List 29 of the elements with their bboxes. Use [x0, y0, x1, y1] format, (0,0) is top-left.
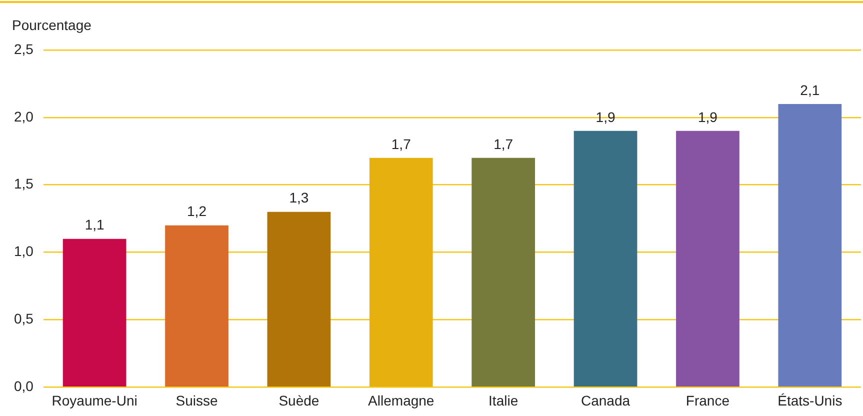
x-tick-label: Royaume-Uni [52, 392, 138, 408]
data-label: 1,7 [494, 136, 514, 152]
x-tick-label: Suisse [176, 392, 218, 408]
bar [267, 212, 331, 387]
data-label: 2,1 [800, 82, 820, 98]
data-label: 1,1 [84, 216, 104, 233]
bar [778, 104, 842, 387]
y-tick-label: 0,5 [14, 310, 34, 327]
y-tick-label: 0,0 [14, 378, 34, 394]
x-tick-label: Suède [278, 392, 320, 408]
x-tick-label: France [686, 392, 730, 408]
bar [472, 158, 536, 387]
bar [62, 238, 126, 387]
y-tick-label: 2,5 [14, 40, 34, 57]
x-tick-label: Allemagne [368, 392, 434, 408]
y-tick-label: 1,0 [14, 243, 34, 260]
y-axis-title: Pourcentage [12, 17, 92, 33]
x-tick-label: Italie [488, 392, 518, 408]
data-label: 1,2 [187, 203, 207, 220]
data-label: 1,7 [391, 136, 412, 152]
bar [165, 225, 228, 387]
bar [574, 130, 638, 387]
y-tick-label: 1,5 [14, 176, 34, 192]
data-label: 1,3 [289, 190, 309, 206]
x-tick-label: Canada [580, 392, 630, 408]
bar [369, 158, 433, 387]
bar [676, 130, 740, 387]
y-tick-label: 2,0 [14, 108, 34, 124]
x-tick-label: États-Unis [778, 392, 842, 408]
